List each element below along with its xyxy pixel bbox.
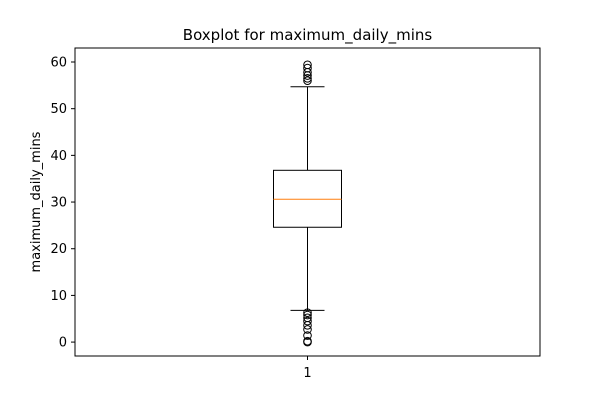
y-axis-label: maximum_daily_mins	[29, 131, 44, 272]
y-tick-label: 20	[50, 242, 67, 257]
outlier-point	[303, 74, 312, 83]
y-tick-label: 30	[50, 196, 67, 211]
outlier-point	[303, 336, 312, 346]
outlier-point	[303, 308, 312, 317]
plot-area: 0 10 20 30 40 50 60 1	[50, 47, 541, 381]
outlier-point	[303, 310, 312, 320]
outlier-point	[303, 63, 312, 73]
x-tick-label: 1	[303, 366, 311, 381]
y-tick-label: 40	[50, 149, 67, 164]
outlier-point	[303, 76, 312, 85]
y-tick-label: 50	[50, 102, 67, 117]
outlier-point	[303, 313, 312, 323]
y-tick-label: 10	[50, 289, 67, 304]
outlier-point	[303, 331, 312, 340]
outlier-point	[303, 325, 312, 334]
y-tick-label: 60	[50, 56, 67, 71]
y-tick-label: 0	[59, 336, 67, 351]
chart-title: Boxplot for maximum_daily_mins	[183, 26, 433, 45]
outlier-point	[303, 60, 312, 70]
outlier-point	[303, 316, 312, 326]
